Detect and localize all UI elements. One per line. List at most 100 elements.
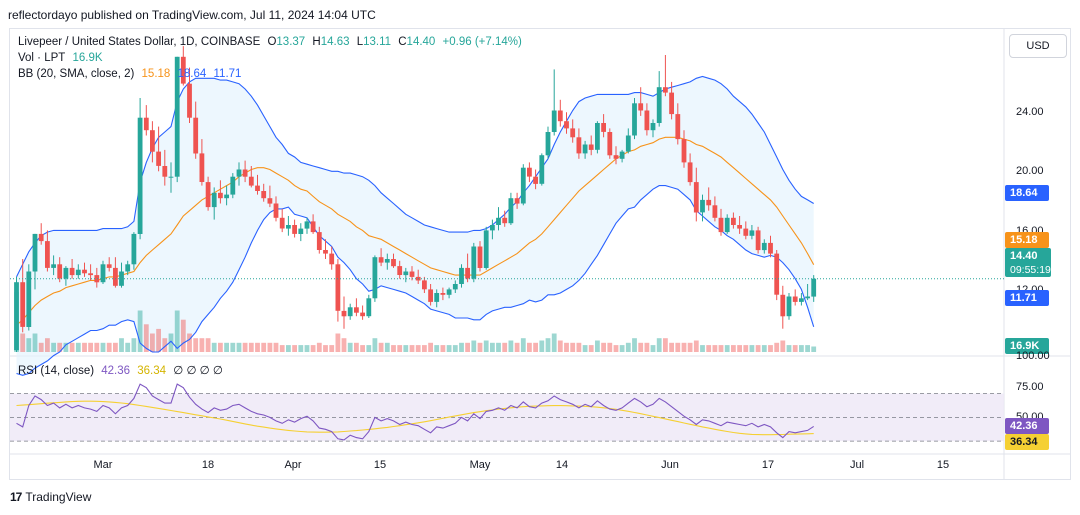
rsi-legend[interactable]: RSI (14, close) 42.36 36.34 ∅ ∅ ∅ ∅ bbox=[18, 363, 227, 377]
candle-body bbox=[644, 110, 650, 131]
volume-bar bbox=[26, 338, 32, 352]
volume-bar bbox=[100, 342, 106, 352]
bb-lower-price-label: 11.71 bbox=[1005, 290, 1049, 306]
last-price-label: 14.40 09:55:19 bbox=[1005, 248, 1051, 277]
candle-body bbox=[113, 267, 118, 286]
volume-bar bbox=[638, 342, 644, 352]
candle-body bbox=[168, 176, 174, 178]
volume-bar bbox=[471, 340, 477, 352]
volume-bar bbox=[273, 342, 279, 352]
volume-bar bbox=[174, 310, 180, 352]
price-change: +0.96 (+7.14%) bbox=[442, 36, 522, 48]
candle-body bbox=[218, 192, 223, 199]
candle-body bbox=[372, 257, 378, 299]
candle-body bbox=[520, 167, 526, 204]
volume-bar bbox=[391, 345, 396, 352]
volume-bar bbox=[224, 342, 229, 352]
volume-bar bbox=[434, 345, 440, 352]
symbol-legend[interactable]: Livepeer / United States Dollar, 1D, COI… bbox=[18, 36, 526, 48]
candle-body bbox=[292, 225, 297, 234]
volume-bar bbox=[409, 345, 415, 352]
candle-body bbox=[693, 182, 699, 213]
candle-body bbox=[137, 117, 143, 234]
volume-bar bbox=[415, 345, 421, 352]
volume-bar bbox=[749, 345, 755, 352]
candle-body bbox=[156, 151, 161, 166]
candle-body bbox=[248, 176, 254, 186]
volume-bar bbox=[310, 345, 316, 352]
volume-bar bbox=[650, 345, 656, 352]
volume-bar bbox=[20, 333, 26, 352]
time-tick: 15 bbox=[373, 459, 387, 471]
candle-body bbox=[38, 233, 44, 242]
ohlc-high: 14.63 bbox=[320, 36, 350, 48]
volume-bar bbox=[601, 342, 606, 352]
tradingview-logo[interactable]: 17 TradingView bbox=[10, 490, 91, 504]
volume-bar bbox=[502, 342, 508, 352]
volume-bar bbox=[786, 345, 792, 352]
volume-bar bbox=[619, 345, 625, 352]
volume-bar bbox=[588, 345, 594, 352]
candle-body bbox=[422, 280, 427, 290]
volume-bar bbox=[496, 342, 501, 352]
bb-lower-line bbox=[16, 185, 815, 376]
rsi-ma-line bbox=[16, 400, 814, 436]
candle-body bbox=[632, 103, 637, 136]
volume-bar bbox=[137, 310, 143, 352]
candle-body bbox=[687, 162, 693, 183]
volume-bar bbox=[545, 338, 551, 352]
volume-bar bbox=[354, 342, 359, 352]
candle-body bbox=[459, 267, 464, 284]
volume-bar bbox=[372, 338, 378, 352]
bb-upper-price-label: 18.64 bbox=[1005, 185, 1049, 201]
volume-bar bbox=[57, 342, 63, 352]
candle-body bbox=[261, 191, 267, 199]
candle-body bbox=[514, 198, 520, 204]
ohlc-close: 14.40 bbox=[406, 36, 436, 48]
volume-bar bbox=[125, 342, 131, 352]
volume-bar bbox=[774, 342, 780, 352]
volume-bar bbox=[811, 346, 817, 352]
volume-legend[interactable]: Vol · LPT 16.9K bbox=[18, 52, 107, 64]
candle-body bbox=[502, 217, 508, 224]
volume-bar bbox=[533, 342, 538, 352]
volume-label: Vol · LPT bbox=[18, 52, 66, 64]
candle-body bbox=[533, 176, 538, 184]
candle-body bbox=[106, 264, 112, 268]
ohlc-low: 13.11 bbox=[363, 36, 392, 48]
volume-bar bbox=[557, 340, 563, 352]
candle-body bbox=[718, 217, 724, 233]
candle-body bbox=[143, 117, 149, 131]
currency-button[interactable]: USD bbox=[1009, 34, 1067, 58]
volume-bar bbox=[304, 345, 310, 352]
candle-body bbox=[75, 269, 81, 276]
candle-body bbox=[601, 123, 606, 132]
volume-bar bbox=[669, 342, 674, 352]
rsi-ma-price-label: 36.34 bbox=[1005, 434, 1049, 450]
candle-body bbox=[57, 264, 63, 279]
bb-upper-line bbox=[16, 75, 814, 278]
rsi-label: RSI (14, close) bbox=[18, 365, 95, 377]
candle-body bbox=[193, 117, 199, 154]
candle-body bbox=[749, 230, 755, 236]
volume-bar bbox=[329, 345, 335, 352]
candle-body bbox=[731, 217, 736, 225]
volume-bar bbox=[700, 345, 705, 352]
volume-bar bbox=[687, 342, 693, 352]
ohlc-close-label: C bbox=[398, 36, 407, 48]
volume-bar bbox=[63, 342, 69, 352]
bb-legend[interactable]: BB (20, SMA, close, 2) 15.18 18.64 11.71 bbox=[18, 68, 245, 80]
rsi-tick: 100.00 bbox=[1016, 350, 1050, 362]
volume-bar bbox=[205, 338, 211, 352]
candle-body bbox=[236, 169, 242, 177]
volume-bar bbox=[323, 345, 328, 352]
candle-body bbox=[755, 230, 761, 251]
rsi-line bbox=[16, 383, 815, 441]
volume-bar bbox=[595, 340, 600, 352]
volume-bar bbox=[422, 345, 427, 352]
volume-bar bbox=[768, 345, 773, 352]
volume-bar bbox=[94, 342, 100, 352]
candle-body bbox=[465, 267, 470, 279]
candle-body bbox=[669, 92, 674, 115]
